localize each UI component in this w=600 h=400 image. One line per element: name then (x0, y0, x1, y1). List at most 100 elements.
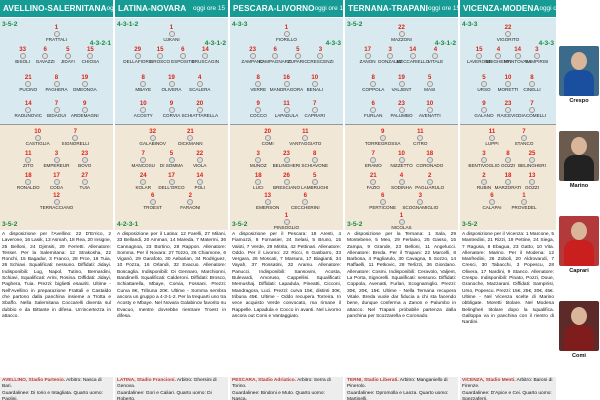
match-footer: PESCARA, Stadio Adriatico. Arbitro: Serr… (230, 377, 343, 400)
player-dot (370, 179, 377, 185)
player-marker: 22 Vigorito (488, 24, 528, 42)
player-dot (364, 53, 371, 59)
player-dot (398, 157, 405, 163)
player-marker: 11 Citro (400, 128, 440, 146)
home-half: 22 Mazzoni 17 Zanon 3 Gonzalez 14 Meccariello 4 V… (345, 18, 458, 124)
player-marker: 5 Masi (410, 74, 450, 92)
home-half: 1 Ujkani 29 Dellafiore 15 Brosco 6 Esposito 14 Br… (115, 18, 228, 124)
player-marker: 15 Brosco (140, 46, 180, 64)
shirt-number: 7 (530, 100, 534, 107)
match-column: PESCARA-LIVORNO oggi ore 15 1 Fiorillo 23 Zam… (230, 0, 347, 400)
player-name: Gavazzi (35, 59, 55, 64)
player-dot (283, 31, 290, 37)
player-dot (311, 157, 318, 163)
player-name: Coppola (362, 87, 385, 92)
away-half: 9 Torregrossa 11 Citro 7 Eramo 10 Nizzetto 18 Cor… (345, 124, 458, 230)
shirt-number: 1 (399, 212, 404, 219)
match-time: oggi ore 15 (428, 5, 461, 12)
shirt-number: 25 (528, 150, 536, 157)
player-dot (379, 135, 386, 141)
player-marker: 19 Omeonga (65, 74, 105, 92)
player-marker: 16 Mandragora (267, 74, 307, 92)
shirt-number: 24 (139, 172, 147, 179)
away-half: 32 Galabinov 21 Dickmann 7 Mancosu 5 Di Somma 22… (115, 124, 228, 230)
shirt-number: 20 (196, 100, 204, 107)
player-name: Bentivoglio (468, 163, 500, 168)
player-marker: 8 Verre (238, 74, 278, 92)
fourth-official: Quarto uomo: Nasca. (232, 390, 325, 400)
player-dot (311, 81, 318, 87)
player-name: Benali (306, 87, 323, 92)
player-marker: 7 Eramo (353, 150, 393, 168)
player-name: Zampano (241, 59, 264, 64)
player-dot (53, 199, 60, 205)
player-marker: 4 Scalera (180, 74, 220, 92)
player-dot (521, 199, 527, 205)
fourth-official: Quarto uomo: Spezzaferri. (462, 390, 552, 400)
player-marker: 10 Benali (295, 74, 335, 92)
player-dot (168, 81, 175, 87)
shirt-number: 11 (25, 150, 32, 157)
player-dot (53, 31, 60, 37)
shirt-number: 5 (313, 172, 317, 179)
away-formation: 3-5-2 (232, 221, 248, 228)
officials-line: Guardalinee: Opromolla e Lanza. Quarto u… (347, 391, 456, 400)
player-name: Urso (477, 87, 491, 92)
player-marker: 6 Perticone (363, 192, 403, 210)
home-formation: 3-5-2 (347, 21, 363, 28)
player-name: Meccariello (396, 59, 430, 64)
shirt-number: 3 (256, 150, 260, 157)
player-dot (370, 157, 377, 163)
player-name: Frattali (45, 37, 67, 42)
shirt-number: 3 (318, 46, 323, 53)
player-name: Mbaye (135, 87, 152, 92)
player-dot (140, 107, 147, 113)
midfield-line (115, 124, 228, 125)
player-marker: 23 Bovo (65, 150, 105, 168)
player-marker: 10 Castiglia (18, 128, 58, 146)
player-name: Moretti (497, 87, 519, 92)
player-dot (409, 53, 416, 59)
player-dot (533, 53, 540, 59)
player-name: Rubin (476, 185, 492, 190)
player-dot (432, 53, 439, 59)
player-dot (34, 135, 41, 141)
match-teams: PESCARA-LIVORNO (233, 4, 315, 13)
referee: Arbitro: Baroni di Firenze. (462, 378, 553, 390)
player-dot (168, 107, 175, 113)
player-marker: 21 Pucino (8, 74, 48, 92)
player-dot (81, 157, 88, 163)
player-dot (53, 81, 60, 87)
player-name: Vitale (427, 59, 444, 64)
player-name: Pucino (19, 87, 38, 92)
player-name: Radunovic (14, 113, 43, 118)
shirt-number: 10 (398, 150, 405, 157)
linesmen: Guardalinee: Bindoni e Muto. (232, 390, 295, 396)
player-dot (505, 31, 511, 37)
shirt-number: 18 (24, 172, 32, 179)
player-marker: 8 Paghera (37, 74, 77, 92)
player-name: Galano (474, 113, 494, 118)
player-marker: 14 Mantovani (498, 46, 538, 64)
player-dot (505, 179, 511, 185)
player-dot (311, 107, 318, 113)
match-header: TERNANA-TRAPANI oggi ore 15 (345, 0, 461, 17)
player-name: Comi (261, 141, 274, 146)
player-name: Bruscagin (191, 59, 220, 64)
player-name: Mancosu (131, 163, 155, 168)
match-column: TERNANA-TRAPANI oggi ore 15 22 Mazzoni 17 Zan… (345, 0, 461, 400)
shirt-number: 23 (283, 150, 290, 157)
away-formation: 3-5-2 (2, 221, 18, 228)
player-dot (481, 107, 487, 113)
shirt-number: 4 (433, 46, 438, 53)
home-formation-alt: 4-3-1-2 (434, 40, 456, 47)
player-name: Nicolas (391, 225, 412, 230)
player-dot (140, 179, 147, 185)
shirt-number: 29 (134, 46, 141, 53)
player-name: Poli (194, 185, 205, 190)
shirt-number: 17 (53, 172, 60, 179)
player-name: Dellafiore (123, 59, 152, 64)
stadium-line: LATINA, Stadio Francioni. Arbitro: Ghers… (117, 378, 226, 391)
player-dot (187, 135, 194, 141)
player-name: Acosty (133, 113, 153, 118)
